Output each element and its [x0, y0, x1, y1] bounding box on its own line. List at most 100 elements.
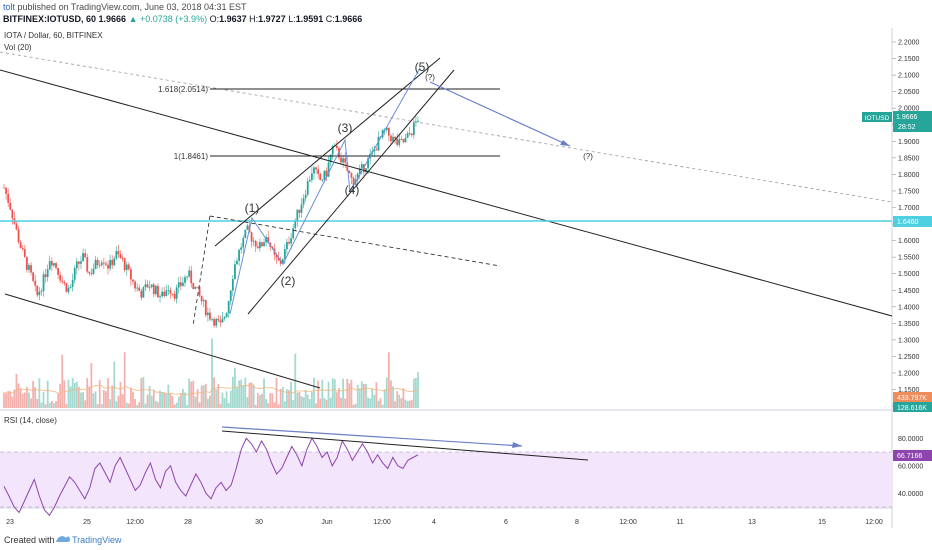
- volume-bar: [84, 400, 87, 408]
- chart-title: IOTA / Dollar, 60, BITFINEX: [4, 31, 103, 40]
- dotted-trendline[interactable]: [0, 51, 893, 203]
- rsi-divergence-arrow[interactable]: [221, 426, 523, 447]
- tradingview-brand[interactable]: TradingView: [72, 535, 122, 545]
- candle-body: [82, 253, 84, 262]
- candle-body: [292, 228, 295, 239]
- volume-bar: [196, 389, 199, 408]
- wave-label-5: (5): [415, 60, 430, 74]
- volume-bar: [377, 400, 380, 408]
- volume-bar: [292, 400, 295, 408]
- volume-bar: [150, 395, 153, 408]
- author-link[interactable]: tolt: [3, 2, 16, 12]
- volume-bar: [19, 388, 22, 408]
- price-tick-label: 1.3000: [898, 337, 920, 344]
- volume-bar: [73, 382, 76, 408]
- candle-body: [165, 290, 168, 297]
- price-tick-label: 1.4000: [898, 304, 920, 311]
- time-tick-label: Jun: [321, 519, 332, 526]
- candle-body: [394, 136, 397, 139]
- volume-bar: [190, 381, 193, 408]
- candle-body: [392, 136, 394, 142]
- candle-body: [150, 284, 153, 288]
- candle-body: [377, 136, 380, 151]
- candle-body: [121, 258, 124, 259]
- descending-trendline-lower[interactable]: [4, 293, 321, 389]
- candle-body: [61, 280, 64, 282]
- candle-body: [92, 268, 95, 274]
- volume-bar: [250, 382, 253, 408]
- volume-bar: [154, 400, 157, 408]
- volume-bar: [346, 379, 349, 408]
- price-tick-label: 1.5500: [898, 255, 920, 262]
- volume-bar: [96, 404, 99, 408]
- price-pane[interactable]: [0, 28, 892, 410]
- candle-body: [73, 268, 76, 280]
- open-value: 1.9637: [219, 14, 247, 24]
- dashed-channel-upper[interactable]: [209, 215, 501, 267]
- volume-bar: [338, 387, 340, 408]
- candle-body: [317, 169, 320, 174]
- candle-body: [263, 242, 265, 247]
- candle-body: [123, 258, 126, 271]
- candle-body: [84, 253, 87, 258]
- volume-bar: [267, 403, 270, 408]
- candle-body: [46, 269, 49, 277]
- volume-bar: [117, 395, 120, 408]
- elliott-wave-path[interactable]: [229, 67, 421, 315]
- chart-canvas[interactable]: 2.20002.15002.10002.05002.00001.95001.90…: [0, 28, 932, 528]
- candle-body: [286, 241, 288, 250]
- candle-body: [177, 282, 180, 288]
- volume-bar: [111, 385, 114, 408]
- candle-body: [350, 173, 353, 178]
- candle-body: [179, 282, 182, 286]
- candle-body: [196, 286, 199, 288]
- low-value: 1.9591: [295, 14, 324, 24]
- volume-bar: [32, 380, 35, 408]
- candle-body: [236, 260, 238, 265]
- volume-bar: [30, 398, 32, 408]
- volume-bar: [252, 384, 255, 408]
- volume-bar: [302, 397, 305, 408]
- volume-bar: [55, 401, 57, 408]
- candle-body: [300, 204, 303, 213]
- dashed-channel-left[interactable]: [192, 215, 211, 327]
- volume-bar: [327, 381, 330, 408]
- price-tick-label: 1.3500: [898, 321, 920, 328]
- forecast-arrow[interactable]: [429, 81, 571, 147]
- candle-body: [344, 158, 347, 163]
- candle-body: [117, 251, 120, 255]
- candle-body: [152, 284, 155, 295]
- volume-bar: [144, 403, 147, 408]
- rising-channel-bottom[interactable]: [247, 69, 455, 315]
- volume-bar: [46, 380, 49, 408]
- candle-body: [352, 177, 355, 185]
- time-tick-label: 12:00: [373, 519, 391, 526]
- candle-body: [100, 262, 103, 266]
- candle-body: [94, 259, 97, 269]
- volume-bar: [323, 398, 326, 408]
- volume-bar: [184, 392, 186, 408]
- tradingview-logo-icon: [55, 534, 71, 545]
- descending-trendline-upper[interactable]: [0, 69, 893, 317]
- volume-bar: [277, 404, 280, 408]
- candle-body: [396, 138, 399, 145]
- rsi-divergence-line[interactable]: [221, 430, 589, 461]
- candle-body: [23, 249, 26, 257]
- candle-body: [267, 237, 270, 243]
- volume-bar: [132, 391, 134, 408]
- candle-body: [360, 164, 363, 169]
- candle-body: [63, 281, 66, 284]
- candle-body: [98, 265, 101, 266]
- volume-bar: [373, 394, 376, 408]
- published-text: published on TradingView.com, June 03, 2…: [17, 2, 247, 12]
- candle-body: [306, 181, 309, 195]
- volume-bar: [263, 378, 265, 408]
- time-axis[interactable]: 23 25 12:00 28 30 Jun 12:00 4 6 8 12:00 11 13 15 12:00: [6, 519, 883, 526]
- volume-bar: [275, 377, 278, 408]
- volume-bar: [261, 393, 263, 408]
- price-tick-label: 2.0500: [898, 89, 920, 96]
- volume-bar: [169, 393, 172, 408]
- volume-bar: [363, 383, 365, 408]
- volume-bar: [229, 390, 232, 408]
- time-tick-label: 8: [575, 519, 579, 526]
